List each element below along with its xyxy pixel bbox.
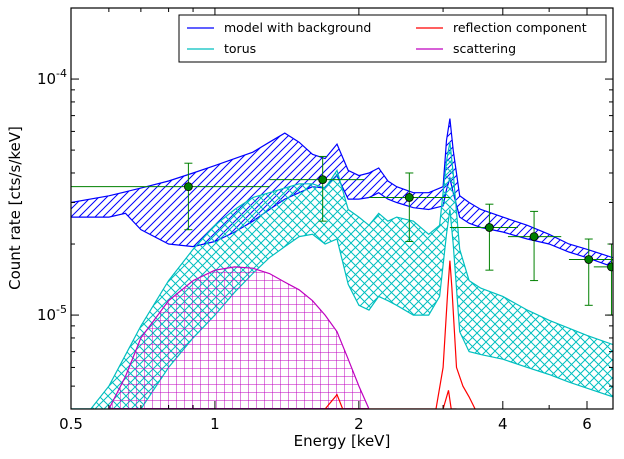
x-tick-labels: 0.5 1 2 4 6: [59, 415, 592, 433]
x-tick-label: 0.5: [59, 415, 83, 433]
series-reflection-component: [324, 260, 476, 409]
x-tick-label: 6: [582, 415, 592, 433]
data-points-layer: [71, 155, 613, 316]
reflection-component-lower-line: [442, 390, 457, 409]
legend-label-reflection-component: reflection component: [453, 20, 587, 35]
plot-frame: [70, 7, 614, 410]
series-scattering: [108, 266, 370, 409]
torus-upper-line: [71, 142, 613, 409]
legend: model with background reflection compone…: [178, 14, 607, 63]
x-tick-label: 1: [210, 415, 220, 433]
y-tick-labels: 10-5 10-4: [37, 67, 67, 324]
data-point-1: [269, 155, 365, 222]
x-tick-label: 4: [498, 415, 508, 433]
scattering-band: [108, 266, 370, 409]
legend-label-scattering: scattering: [453, 41, 516, 56]
data-point-3: [449, 203, 518, 271]
model-with-background-upper-line: [71, 118, 613, 259]
legend-box: [178, 14, 607, 63]
x-axis-label: Energy [keV]: [294, 432, 391, 450]
legend-label-torus: torus: [224, 41, 256, 56]
x-tick-label: 2: [354, 415, 364, 433]
data-point-0: [71, 162, 270, 231]
data-marker: [584, 255, 594, 264]
y-tick-label: 10-4: [37, 67, 67, 88]
data-marker: [529, 232, 539, 242]
model-with-background-band: [71, 118, 613, 267]
ticks-layer: [70, 7, 613, 410]
data-marker: [485, 223, 494, 232]
scattering-upper-line: [108, 266, 370, 409]
data-point-2: [369, 172, 450, 242]
data-marker: [404, 193, 414, 202]
data-point-5: [568, 238, 613, 306]
data-marker: [183, 182, 193, 192]
data-point-4: [507, 210, 562, 282]
y-tick-label: 10-5: [37, 303, 67, 324]
data-marker: [318, 175, 328, 184]
legend-label-model-with-background: model with background: [224, 20, 371, 35]
series-layer: [71, 118, 613, 409]
reflection-component-upper-line: [324, 260, 476, 409]
data-marker: [607, 262, 613, 272]
y-axis-label: Count rate [cts/s/keV]: [6, 126, 24, 290]
torus-band: [71, 142, 613, 409]
